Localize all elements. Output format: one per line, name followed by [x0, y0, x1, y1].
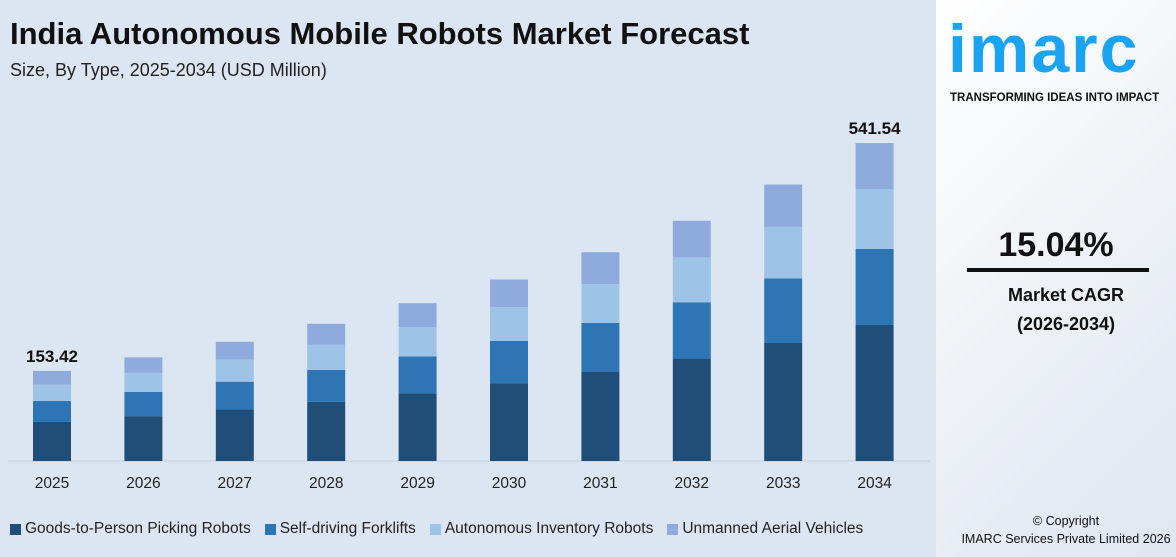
- copyright: © Copyright: [1032, 514, 1100, 528]
- bar-segment: [490, 383, 528, 461]
- legend-label: Autonomous Inventory Robots: [444, 520, 654, 537]
- x-tick-label: 2028: [309, 475, 343, 492]
- x-tick-label: 2029: [400, 475, 434, 492]
- legend-item: Goods-to-Person Picking Robots: [10, 520, 251, 538]
- legend-item: Autonomous Inventory Robots: [429, 520, 654, 538]
- bar-segment: [855, 249, 894, 326]
- bar-segment: [33, 421, 71, 461]
- bar-segment: [124, 391, 163, 417]
- bar-segment: [764, 226, 803, 279]
- imarc-logo: imarc: [948, 11, 1140, 87]
- legend-swatch: [667, 523, 679, 535]
- legend-swatch: [264, 523, 276, 535]
- legend-item: Unmanned Aerial Vehicles: [667, 520, 863, 538]
- bar-segment: [398, 327, 437, 357]
- bar-segment: [307, 369, 346, 402]
- x-tick-label: 2032: [675, 475, 709, 492]
- bar-segment: [672, 302, 711, 359]
- bar-segment: [764, 184, 803, 227]
- bar-segment: [215, 409, 254, 461]
- x-tick-label: 2031: [583, 475, 617, 492]
- bar-segment: [33, 384, 71, 401]
- legend: Goods-to-Person Picking Robots Self-drivi…: [10, 520, 863, 538]
- brand-tagline: TRANSFORMING IDEAS INTO IMPACT: [950, 92, 1160, 104]
- side-panel: imarc TRANSFORMING IDEAS INTO IMPACT 15.…: [936, 0, 1176, 557]
- cagr-label: Market CAGR: [1007, 285, 1125, 305]
- x-tick-label: 2025: [35, 475, 69, 492]
- legend-label: Goods-to-Person Picking Robots: [25, 520, 251, 537]
- bar-segment: [124, 372, 163, 392]
- bar-segment: [124, 416, 163, 461]
- bar-segment: [490, 307, 528, 341]
- x-tick-label: 2034: [857, 475, 892, 492]
- bar-segment: [672, 220, 711, 258]
- legend-item: Self-driving Forklifts: [264, 520, 416, 538]
- bar-segment: [215, 359, 254, 382]
- legend-swatch: [10, 523, 21, 535]
- bar-segment: [855, 143, 894, 190]
- bar-segment: [581, 371, 620, 461]
- legend-swatch: [429, 523, 441, 535]
- x-tick-label: 2033: [766, 475, 800, 492]
- x-tick-label: 2030: [492, 475, 527, 492]
- bar-segment: [672, 257, 711, 303]
- bar-segment: [215, 341, 254, 360]
- bar-segment: [490, 340, 528, 384]
- cagr-value: 15.04%: [998, 226, 1114, 264]
- x-tick-label: 2027: [218, 475, 252, 492]
- bar-segment: [581, 284, 620, 323]
- bar-segment: [581, 322, 620, 372]
- bar-segment: [398, 393, 437, 461]
- bar-segment: [307, 323, 346, 345]
- bar-segment: [307, 401, 346, 461]
- bar-segment: [581, 252, 620, 285]
- bar-segment: [124, 357, 163, 373]
- chart-title: India Autonomous Mobile Robots Market Fo…: [10, 16, 750, 51]
- bar-segment: [33, 370, 71, 385]
- bar-segment: [490, 279, 528, 308]
- legend-label: Unmanned Aerial Vehicles: [682, 520, 864, 537]
- data-label: 541.54: [849, 119, 902, 138]
- cagr-period: (2026-2034): [1016, 314, 1116, 334]
- data-label: 153.42: [26, 347, 78, 366]
- bar-segment: [764, 278, 803, 343]
- bar-segment: [215, 381, 254, 410]
- legend-label: Self-driving Forklifts: [279, 520, 416, 537]
- stacked-bar-chart: 2025 153.42 2026 2027 2028 2029 2030 2031 2032 20…: [8, 119, 930, 492]
- divider: [967, 268, 1149, 272]
- x-tick-label: 2026: [126, 475, 160, 492]
- copyright-company: IMARC Services Private Limited 2026: [961, 532, 1171, 546]
- bar-segment: [855, 189, 894, 250]
- bar-segment: [307, 344, 346, 370]
- bar-segment: [764, 342, 803, 461]
- bar-segment: [398, 356, 437, 394]
- bar-segment: [33, 400, 71, 422]
- bar-segment: [672, 358, 711, 461]
- bar-segment: [855, 325, 894, 461]
- bar-segment: [398, 303, 437, 328]
- chart-subtitle: Size, By Type, 2025-2034 (USD Million): [10, 60, 327, 80]
